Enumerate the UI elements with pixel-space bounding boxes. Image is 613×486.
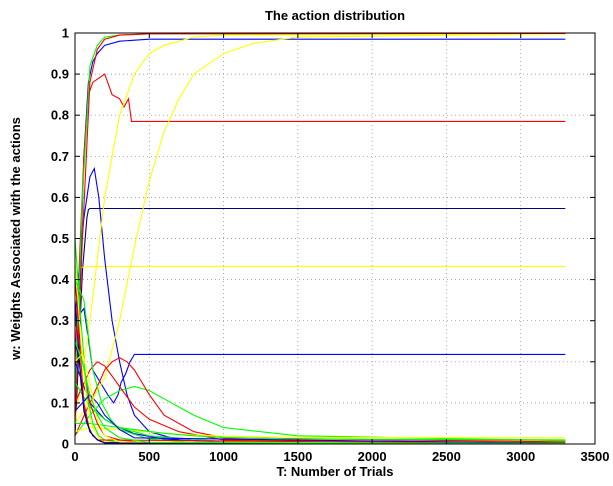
y-tick-label: 0.1 bbox=[51, 395, 69, 410]
series-line-8 bbox=[74, 32, 566, 424]
x-tick-label: 3000 bbox=[506, 449, 535, 464]
y-tick-label: 0.7 bbox=[51, 149, 69, 164]
series-line-26 bbox=[74, 352, 566, 445]
series-line-12 bbox=[74, 357, 566, 443]
series-line-27 bbox=[74, 341, 566, 445]
y-tick-label: 0.8 bbox=[51, 108, 69, 123]
series-line-22 bbox=[74, 279, 566, 445]
series-line-15 bbox=[75, 422, 566, 441]
y-tick-label: 0.4 bbox=[51, 272, 70, 287]
grid bbox=[75, 33, 595, 444]
series-group bbox=[74, 32, 566, 445]
chart-title: The action distribution bbox=[265, 8, 405, 23]
y-tick-label: 0.2 bbox=[51, 354, 69, 369]
series-line-25 bbox=[74, 393, 566, 445]
x-tick-label: 0 bbox=[71, 449, 78, 464]
x-tick-label: 1000 bbox=[209, 449, 238, 464]
x-axis-label: T: Number of Trials bbox=[276, 464, 393, 479]
y-tick-label: 0.6 bbox=[51, 190, 69, 205]
series-line-11 bbox=[74, 385, 566, 442]
series-line-2 bbox=[74, 73, 566, 362]
series-line-23 bbox=[74, 320, 566, 445]
y-tick-label: 1 bbox=[62, 26, 69, 41]
x-tick-label: 1500 bbox=[283, 449, 312, 464]
y-tick-label: 0.5 bbox=[51, 231, 69, 246]
y-tick-label: 0 bbox=[62, 437, 69, 452]
y-tick-label: 0.3 bbox=[51, 313, 69, 328]
ticks: 0 500 1000 1500 2000 2500 3000 3500 0 0.1 0.2 0.3 0.… bbox=[51, 26, 610, 465]
y-tick-label: 0.9 bbox=[51, 67, 69, 82]
x-tick-label: 2000 bbox=[358, 449, 387, 464]
y-axis-label: w: Weights Associated with the actions bbox=[8, 117, 23, 361]
x-tick-label: 3500 bbox=[581, 449, 610, 464]
x-tick-label: 500 bbox=[138, 449, 160, 464]
x-tick-label: 2500 bbox=[432, 449, 461, 464]
series-line-7 bbox=[74, 33, 566, 424]
series-line-10 bbox=[74, 32, 566, 424]
